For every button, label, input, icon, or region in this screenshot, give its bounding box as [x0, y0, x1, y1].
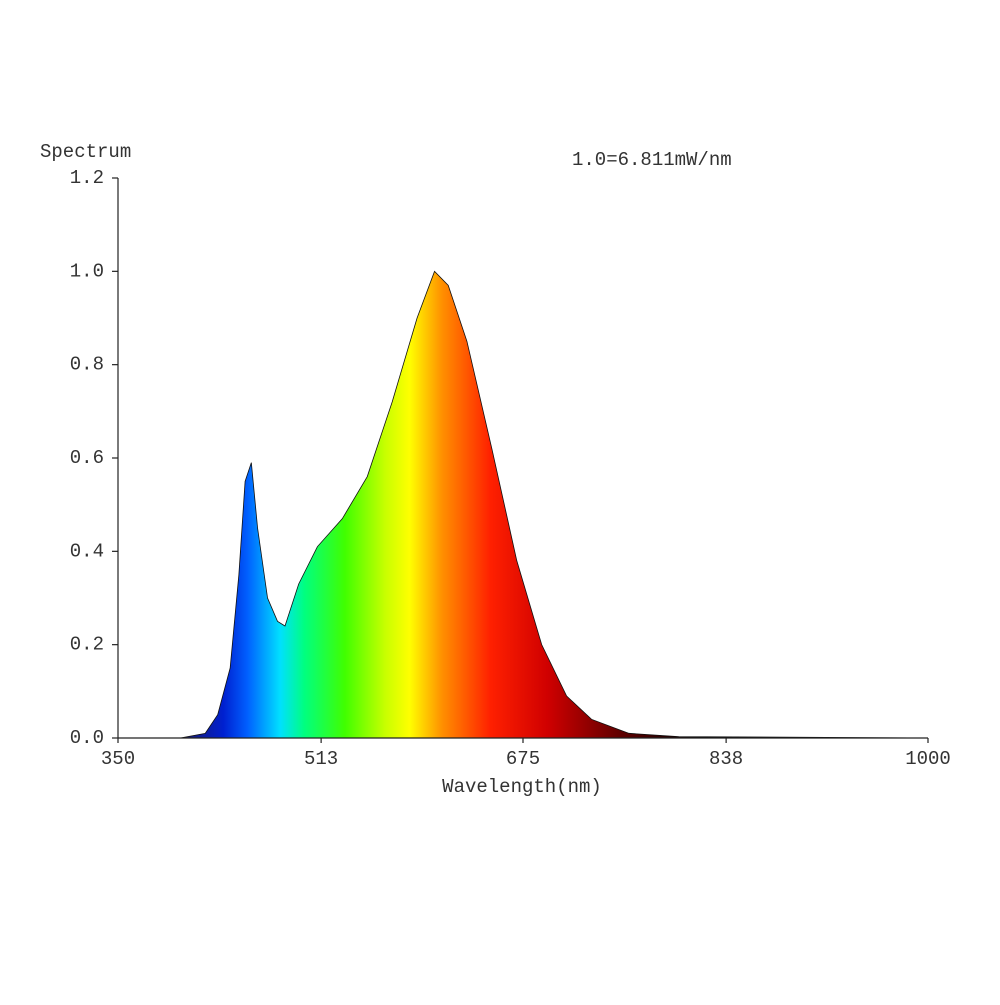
x-tick-label: 1000 — [905, 748, 951, 770]
y-tick-label: 0.8 — [70, 354, 104, 376]
y-tick-label: 1.0 — [70, 260, 104, 282]
x-axis-label: Wavelength(nm) — [442, 776, 602, 798]
y-tick-label: 1.2 — [70, 167, 104, 189]
spectrum-area — [118, 270, 929, 739]
x-tick-label: 513 — [304, 748, 338, 770]
chart-title: Spectrum — [40, 141, 131, 163]
y-tick-label: 0.4 — [70, 540, 104, 562]
plot-area: 0.0 0.2 0.4 0.6 0.8 1.0 1.2 350 513 675 838 1000 — [70, 167, 951, 770]
annotation: 1.0=6.811mW/nm — [572, 149, 732, 171]
x-tick-label: 675 — [506, 748, 540, 770]
y-tick-label: 0.0 — [70, 727, 104, 749]
y-tick-label: 0.6 — [70, 447, 104, 469]
x-tick-label: 350 — [101, 748, 135, 770]
y-tick-label: 0.2 — [70, 634, 104, 656]
x-tick-label: 838 — [709, 748, 743, 770]
